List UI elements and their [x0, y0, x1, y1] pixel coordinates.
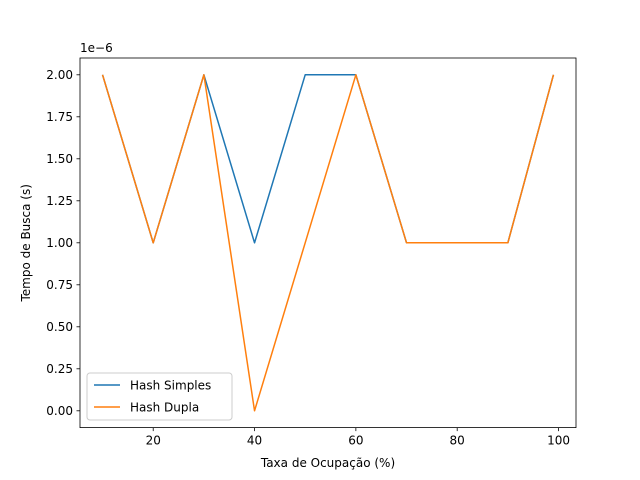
legend-label-1: Hash Simples — [130, 378, 211, 392]
series-layer — [101, 74, 555, 412]
y-tick-label: 1.50 — [46, 152, 73, 166]
x-tick-label: 40 — [247, 434, 262, 448]
x-tick-label: 60 — [348, 434, 363, 448]
y-tick-label: 1.25 — [46, 194, 73, 208]
y-offset-label: 1e−6 — [80, 41, 113, 55]
y-tick-label: 0.50 — [46, 320, 73, 334]
x-axis-label: Taxa de Ocupação (%) — [260, 456, 395, 470]
legend-box — [86, 372, 233, 421]
x-tick-label: 20 — [146, 434, 161, 448]
x-tick-label: 80 — [450, 434, 465, 448]
y-axis-ticks: 0.00 0.25 0.50 0.75 1.00 1.25 1.50 1.75 2.00 — [46, 68, 80, 418]
y-tick-label: 0.00 — [46, 404, 73, 418]
series-line-2 — [101, 74, 555, 412]
y-tick-label: 1.00 — [46, 236, 73, 250]
y-tick-label: 2.00 — [46, 68, 73, 82]
x-axis-ticks: 20 40 60 80 100 — [146, 427, 570, 448]
y-tick-label: 1.75 — [46, 110, 73, 124]
y-axis-label: Tempo de Busca (s) — [19, 184, 33, 302]
x-tick-label: 100 — [547, 434, 570, 448]
y-tick-label: 0.25 — [46, 362, 73, 376]
legend: Hash Simples Hash Dupla — [86, 372, 233, 421]
legend-label-2: Hash Dupla — [130, 400, 199, 414]
y-tick-label: 0.75 — [46, 278, 73, 292]
